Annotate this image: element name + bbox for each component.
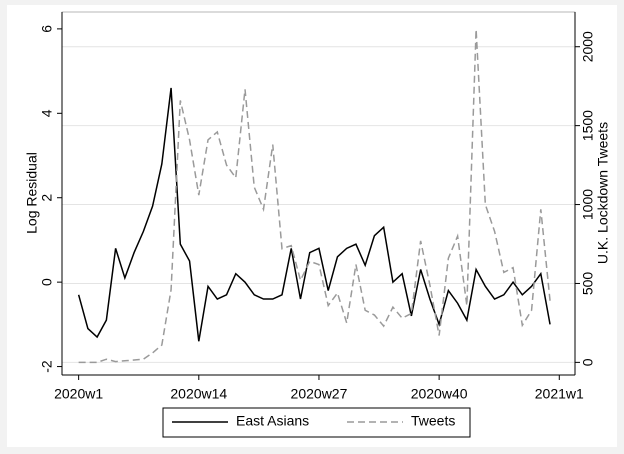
legend-label: Tweets xyxy=(411,413,455,429)
y-tick-label: 0 xyxy=(39,278,55,286)
y2-tick-label: 0 xyxy=(580,358,596,366)
y-tick-label: -2 xyxy=(39,360,55,373)
y2-axis-title: U.K. Lockdown Tweets xyxy=(595,122,611,264)
y2-tick-label: 500 xyxy=(580,272,596,296)
y-tick-label: 4 xyxy=(39,109,55,117)
y-tick-label: 2 xyxy=(39,194,55,202)
x-tick-label: 2020w27 xyxy=(291,386,348,402)
x-tick-label: 2020w14 xyxy=(170,386,227,402)
plot-region xyxy=(61,11,576,376)
x-tick-label: 2020w1 xyxy=(54,386,103,402)
y2-tick-label: 1000 xyxy=(580,189,596,220)
y2-tick-label: 1500 xyxy=(580,110,596,141)
series-line xyxy=(78,29,551,364)
y-tick-label: 6 xyxy=(39,25,55,33)
y-axis-title: Log Residual xyxy=(24,152,40,234)
y2-tick-label: 2000 xyxy=(580,31,596,62)
legend: East Asians Tweets xyxy=(162,407,471,438)
x-tick-label: 2021w1 xyxy=(535,386,584,402)
legend-label: East Asians xyxy=(236,413,309,429)
x-tick-label: 2020w40 xyxy=(411,386,468,402)
series-line xyxy=(77,87,551,342)
